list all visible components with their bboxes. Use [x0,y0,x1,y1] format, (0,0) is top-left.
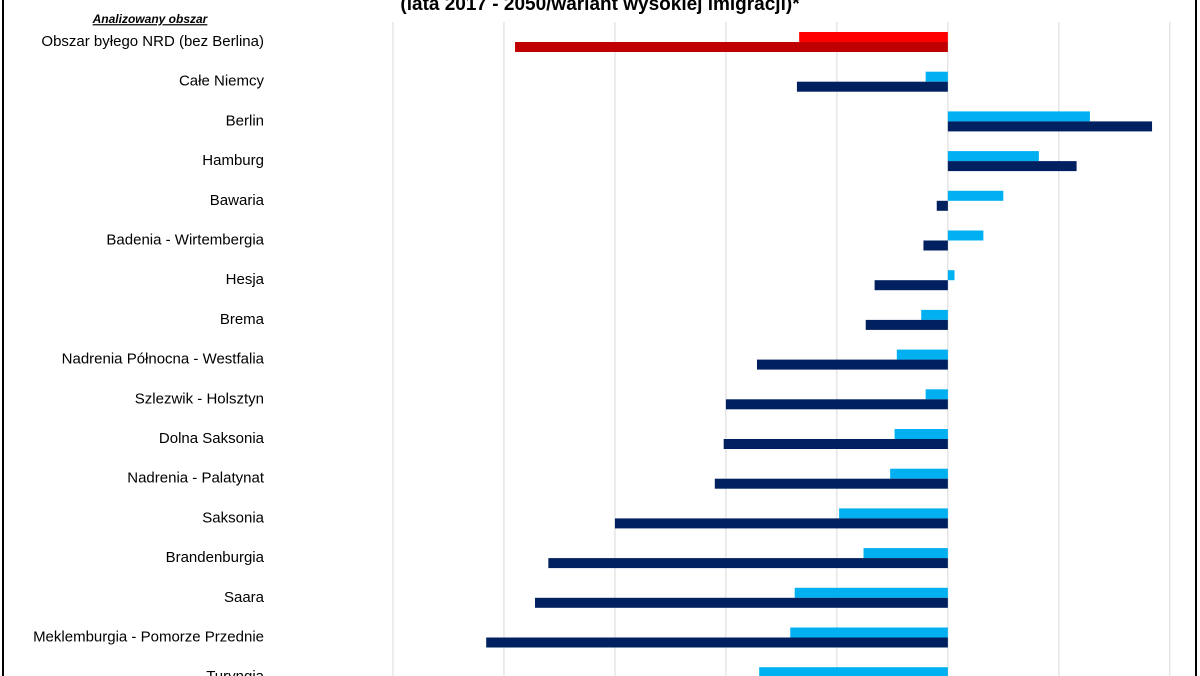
bar [794,587,948,598]
category-label: Bawaria [210,192,265,209]
category-label: Dolna Saksonia [159,430,265,447]
bar [725,399,948,410]
category-label: Nadrenia Północna - Westfalia [62,351,265,368]
bar [947,111,1090,122]
bar [796,81,948,92]
bar [925,389,948,400]
bar [723,439,948,449]
bar [947,151,1039,162]
category-header: Analizowany obszar [92,12,209,26]
bar [863,548,948,559]
bar [894,429,948,439]
category-label: Hesja [226,271,265,288]
bar [865,319,948,330]
bar [874,280,948,291]
bar [890,468,948,479]
category-label: Turyngia [206,668,264,676]
bar [799,32,948,42]
category-label: Obszar byłego NRD (bez Berlina) [41,33,264,50]
category-label: Meklemburgia - Pomorze Przednie [33,628,264,645]
bar [759,667,948,676]
bar [947,230,984,241]
category-label: Brema [220,311,265,328]
bar [756,359,948,370]
category-label: Brandenburgia [166,549,265,566]
bar [839,508,948,519]
bar [714,478,948,489]
bar [947,121,1153,132]
category-label: Całe Niemcy [179,73,265,90]
category-label: Saksonia [202,509,264,526]
bar [614,518,948,529]
bar [896,349,948,360]
category-label: Nadrenia - Palatynat [127,470,265,487]
bar [548,558,948,569]
category-label: Szlezwik - Holsztyn [135,390,264,407]
bar [486,637,948,648]
bar [947,161,1077,172]
category-label: Saara [224,589,265,606]
bar [921,309,948,320]
category-label: Berlin [226,112,264,129]
chart-title: (lata 2017 - 2050/wariant wysokiej imigr… [400,0,800,15]
bar [947,190,1004,201]
bar [936,200,948,211]
category-label: Hamburg [202,152,264,169]
bar [535,597,948,608]
category-label: Badenia - Wirtembergia [106,231,264,248]
bar [790,627,948,638]
bar [923,240,948,251]
bar [947,270,955,281]
bar [515,42,948,52]
bar [925,71,948,82]
